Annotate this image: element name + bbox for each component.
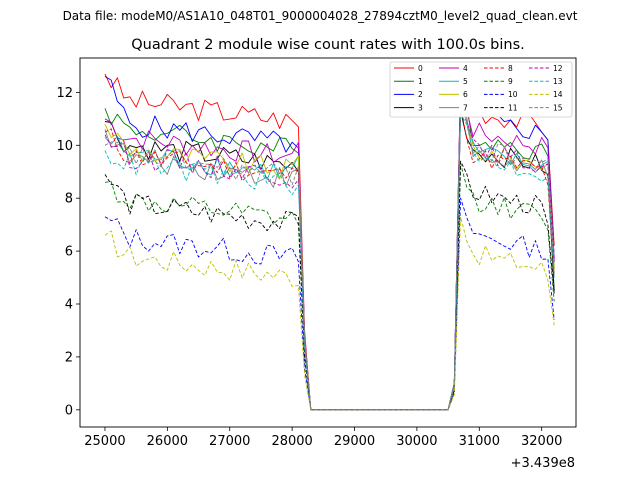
- figure-suptitle: Data file: modeM0/AS1A10_048T01_90000040…: [63, 9, 578, 23]
- series-layer: [104, 73, 555, 411]
- series-line-0: [104, 73, 555, 411]
- legend-frame: [389, 61, 573, 118]
- series-line-9: [104, 163, 555, 411]
- legend-label-10: 10: [508, 90, 518, 99]
- x-tick-label: 32000: [521, 434, 562, 449]
- y-tick-label: 8: [65, 192, 73, 207]
- legend-label-5: 5: [463, 77, 468, 86]
- x-tick-label: 25000: [84, 434, 125, 449]
- chart-title: Quadrant 2 module wise count rates with …: [131, 37, 525, 53]
- y-tick-label: 4: [65, 298, 73, 313]
- y-tick-label: 0: [65, 403, 73, 418]
- axes-frame: [79, 57, 577, 428]
- series-line-10: [104, 197, 555, 411]
- legend-label-11: 11: [508, 103, 518, 112]
- plot-area: 25000 26000 27000 28000 29000 30000 31000 32000…: [56, 57, 577, 471]
- y-tick-label: 12: [56, 86, 73, 101]
- series-line-6: [104, 99, 555, 411]
- y-tick-label: 2: [65, 350, 73, 365]
- series-line-13: [104, 113, 555, 411]
- series-line-1: [104, 86, 555, 411]
- series-line-14: [104, 216, 555, 411]
- x-tick-label: 29000: [334, 434, 375, 449]
- legend-label-6: 6: [463, 90, 468, 99]
- x-tick-label: 26000: [147, 434, 188, 449]
- legend-label-14: 14: [553, 90, 563, 99]
- series-line-2: [104, 76, 555, 411]
- y-axis: 0 2 4 6 8 10 12: [56, 86, 80, 418]
- series-line-4: [104, 81, 555, 411]
- x-offset-label: +3.439e8: [511, 456, 575, 471]
- series-line-11: [104, 160, 555, 411]
- legend-label-2: 2: [418, 90, 423, 99]
- legend-label-4: 4: [463, 64, 468, 73]
- legend-label-12: 12: [553, 64, 563, 73]
- x-axis: 25000 26000 27000 28000 29000 30000 31000 32000: [84, 427, 562, 449]
- x-tick-label: 27000: [209, 434, 250, 449]
- y-tick-label: 10: [56, 139, 73, 154]
- legend-label-1: 1: [418, 77, 423, 86]
- legend-label-9: 9: [508, 77, 513, 86]
- x-tick-label: 30000: [396, 434, 437, 449]
- legend-label-7: 7: [463, 103, 468, 112]
- series-line-15: [104, 94, 555, 411]
- series-line-12: [104, 107, 555, 411]
- x-tick-label: 28000: [271, 434, 312, 449]
- legend-label-3: 3: [418, 103, 423, 112]
- series-line-7: [104, 97, 555, 411]
- y-tick-label: 6: [65, 245, 73, 260]
- legend-label-13: 13: [553, 77, 563, 86]
- legend-label-15: 15: [553, 103, 563, 112]
- legend-label-8: 8: [508, 64, 513, 73]
- legend-label-0: 0: [418, 64, 423, 73]
- x-tick-label: 31000: [459, 434, 500, 449]
